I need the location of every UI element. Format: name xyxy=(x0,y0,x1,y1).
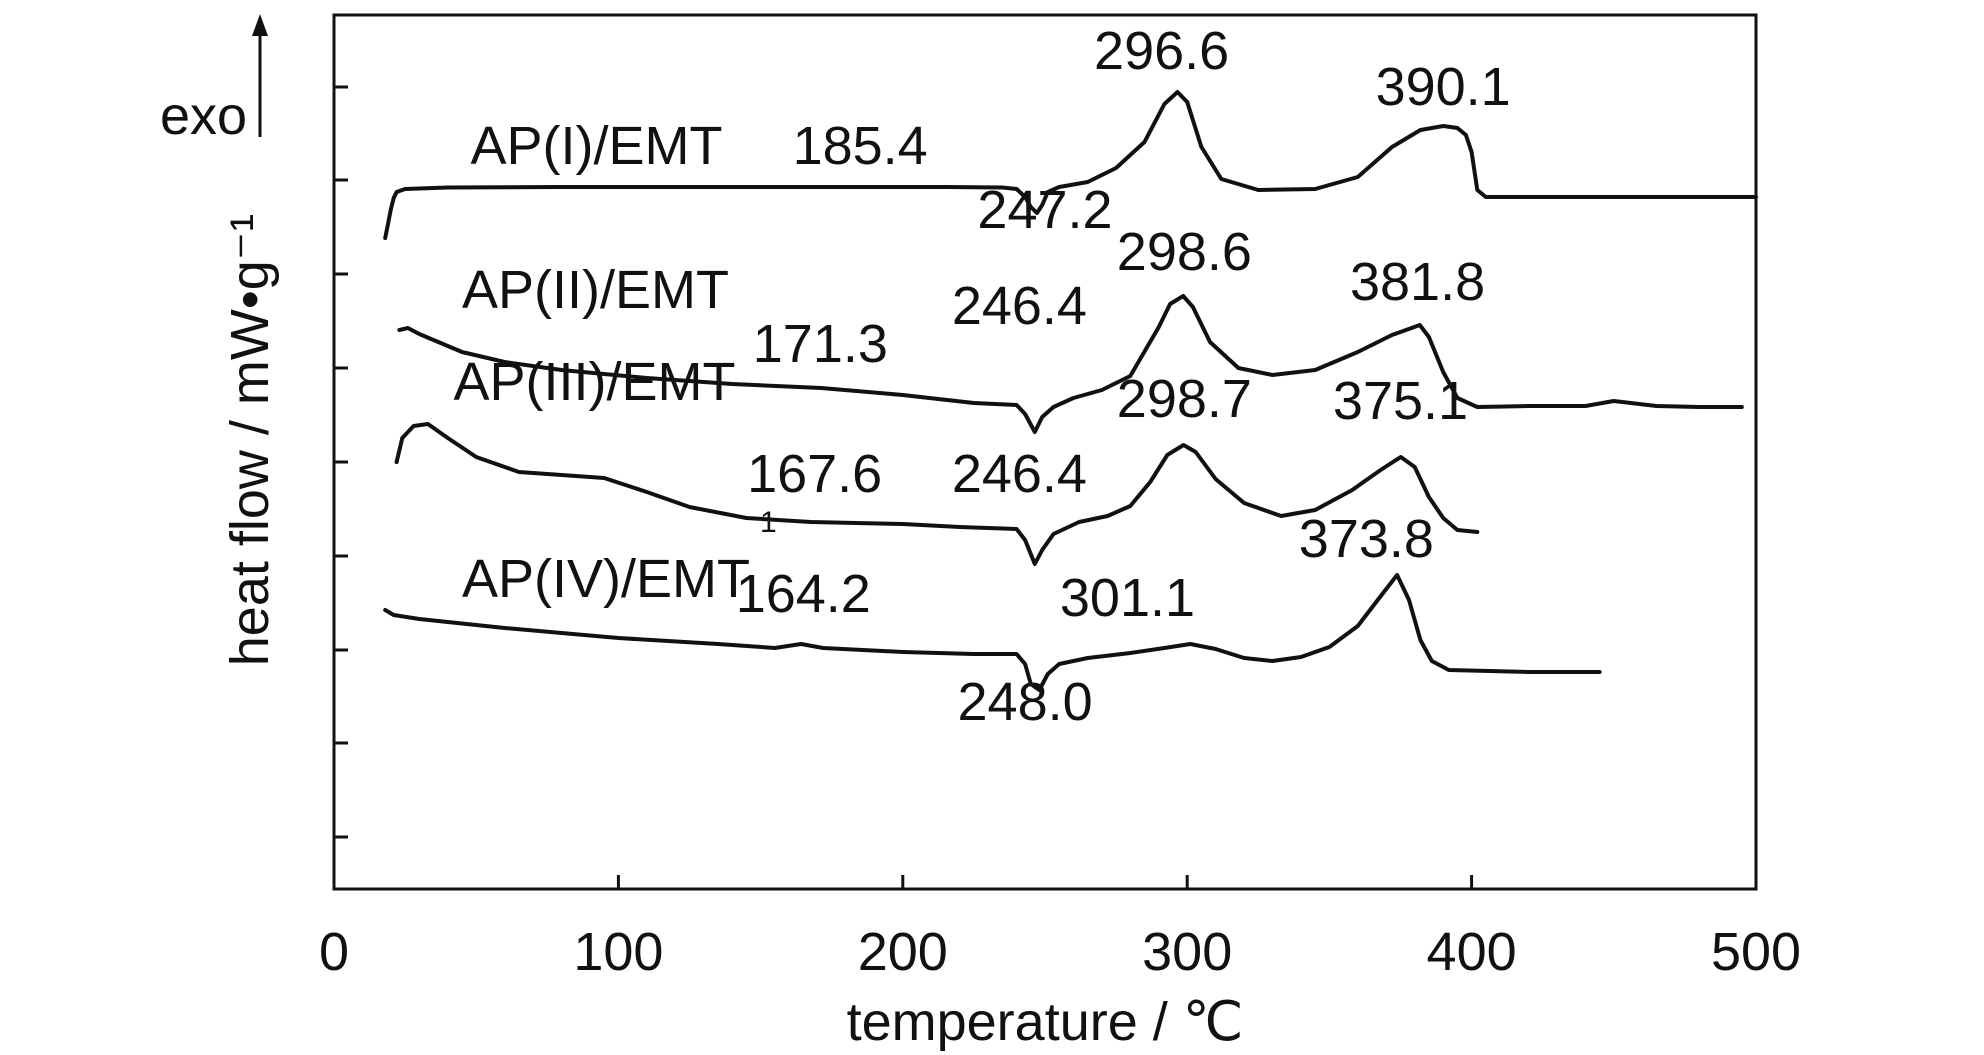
x-tick-label: 400 xyxy=(1427,922,1517,982)
peak-label: 375.1 xyxy=(1333,371,1468,431)
peak-label: 171.3 xyxy=(753,314,888,374)
series-label: AP(II)/EMT xyxy=(462,260,729,320)
peak-label: 301.1 xyxy=(1060,568,1195,628)
x-axis-ticks: 0 100 200 300 400 500 xyxy=(319,875,1801,982)
series-line xyxy=(383,573,1602,692)
x-tick-label: 100 xyxy=(573,922,663,982)
series-layer xyxy=(383,90,1758,692)
series-line xyxy=(394,422,1480,566)
x-tick-label: 0 xyxy=(319,922,349,982)
peak-label: 298.7 xyxy=(1117,369,1252,429)
stray-mark: 1 xyxy=(760,506,777,539)
peak-label: 373.8 xyxy=(1299,509,1434,569)
exo-arrow-icon xyxy=(252,14,268,36)
peak-label: 247.2 xyxy=(977,180,1112,240)
x-axis-title: temperature / ℃ xyxy=(847,992,1244,1052)
peak-label: 164.2 xyxy=(736,564,871,624)
y-axis-ticks xyxy=(334,85,348,839)
x-tick-label: 300 xyxy=(1142,922,1232,982)
annotation-layer: AP(I)/EMT 185.4 247.2 296.6 390.1 AP(II)/EMT 1… xyxy=(453,21,1510,732)
peak-label: 185.4 xyxy=(793,116,928,176)
series-label: AP(I)/EMT xyxy=(471,116,723,176)
peak-label: 246.4 xyxy=(952,444,1087,504)
peak-label: 298.6 xyxy=(1117,222,1252,282)
peak-label: 390.1 xyxy=(1376,57,1511,117)
series-label: AP(IV)/EMT xyxy=(462,549,750,609)
series-line xyxy=(383,90,1758,240)
peak-label: 248.0 xyxy=(958,672,1093,732)
series-line xyxy=(397,294,1744,434)
peak-label: 381.8 xyxy=(1350,252,1485,312)
x-tick-label: 200 xyxy=(858,922,948,982)
plot-frame xyxy=(332,13,1758,891)
series-label: AP(III)/EMT xyxy=(453,352,735,412)
exo-label: exo xyxy=(160,86,247,146)
y-axis-title: heat flow / mW•g⁻¹ xyxy=(220,214,280,667)
x-tick-label: 500 xyxy=(1711,922,1801,982)
peak-label: 167.6 xyxy=(747,444,882,504)
peak-label: 296.6 xyxy=(1094,21,1229,81)
peak-label: 246.4 xyxy=(952,276,1087,336)
